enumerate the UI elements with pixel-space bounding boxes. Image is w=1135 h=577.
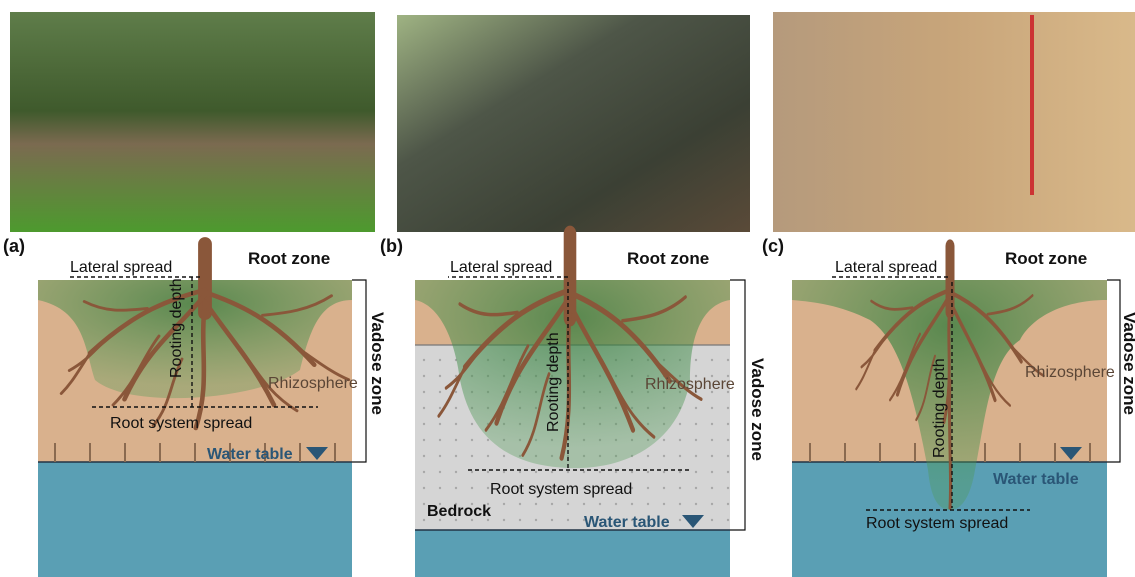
photo-forest xyxy=(10,12,375,232)
vadose-label: Vadose zone xyxy=(1120,312,1135,415)
shape xyxy=(830,276,1030,511)
panel-label: (b) xyxy=(380,236,403,256)
photo-ruler xyxy=(1030,15,1034,195)
lateral-label: Lateral spread xyxy=(450,259,552,276)
shape xyxy=(682,515,704,528)
photo-rock xyxy=(397,15,750,232)
water-table-label: Water table xyxy=(993,471,1079,488)
rhizosphere-label: Rhizosphere xyxy=(645,376,735,393)
spread-label: Root system spread xyxy=(110,415,252,432)
vadose-label: Vadose zone xyxy=(748,358,767,461)
shape xyxy=(54,443,336,462)
root-zone-label: Root zone xyxy=(1005,249,1087,268)
depth-label: Rooting depth xyxy=(545,332,562,432)
shape xyxy=(809,443,1091,462)
spread-label: Root system spread xyxy=(866,515,1008,532)
panel-label: (a) xyxy=(3,236,25,256)
shape xyxy=(70,276,318,408)
shape xyxy=(947,378,953,510)
shape xyxy=(1060,447,1082,460)
depth-label: Rooting depth xyxy=(931,358,948,458)
root-zone-label: Root zone xyxy=(248,249,330,268)
water-table-label: Water table xyxy=(584,514,670,531)
shape xyxy=(352,279,367,463)
water-table-label: Water table xyxy=(207,446,293,463)
spread-label: Root system spread xyxy=(490,481,632,498)
rhizosphere-label: Rhizosphere xyxy=(268,375,358,392)
depth-label: Rooting depth xyxy=(168,278,185,378)
shape xyxy=(448,276,690,471)
rhizosphere-label: Rhizosphere xyxy=(1025,364,1115,381)
root-zone-label: Root zone xyxy=(627,249,709,268)
groundwater xyxy=(38,462,352,577)
lateral-label: Lateral spread xyxy=(835,259,937,276)
vadose-label: Vadose zone xyxy=(368,312,387,415)
shape xyxy=(1107,279,1121,463)
bedrock-label: Bedrock xyxy=(427,503,491,520)
groundwater xyxy=(415,530,730,577)
photo-pit xyxy=(773,12,1135,232)
shape xyxy=(306,447,328,460)
panel-label: (c) xyxy=(762,236,784,256)
lateral-label: Lateral spread xyxy=(70,259,172,276)
shape xyxy=(730,279,746,531)
